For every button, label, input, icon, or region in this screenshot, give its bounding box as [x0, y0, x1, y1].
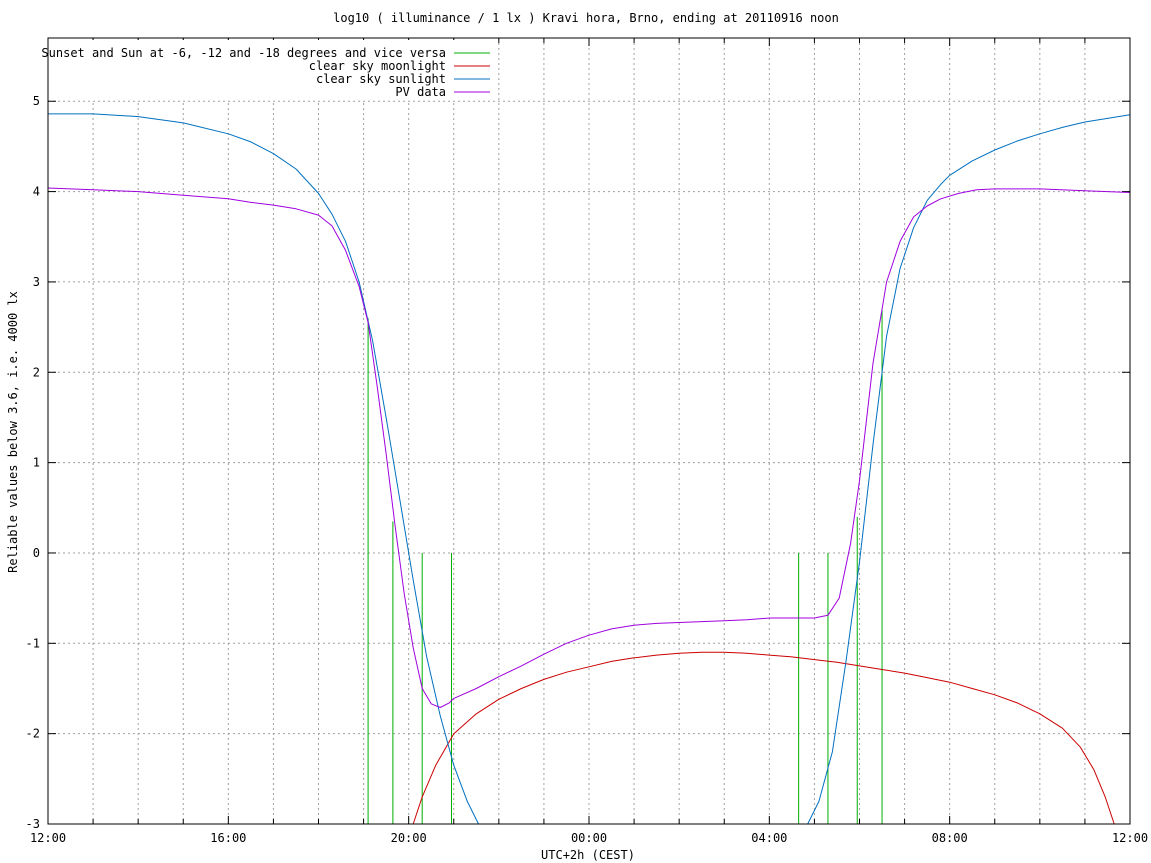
- legend-box: [50, 40, 498, 100]
- y-tick-label: 5: [33, 94, 40, 108]
- grid: [48, 38, 1130, 824]
- legend-label: clear sky sunlight: [316, 72, 446, 86]
- series-2: [412, 651, 1115, 825]
- y-tick-label: 4: [33, 185, 40, 199]
- y-tick-label: -3: [26, 817, 40, 831]
- y-tick-label: -2: [26, 727, 40, 741]
- x-tick-label: 16:00: [210, 831, 246, 845]
- series-layer: [47, 113, 1131, 825]
- plot-frame: [47, 37, 1131, 825]
- series-line: [412, 651, 1115, 825]
- legend-label: clear sky moonlight: [309, 59, 446, 73]
- y-tick-label: 3: [33, 275, 40, 289]
- x-tick-label: 12:00: [30, 831, 66, 845]
- x-tick-label: 08:00: [932, 831, 968, 845]
- series-1: [367, 309, 883, 824]
- y-tick-label: 2: [33, 365, 40, 379]
- y-tick-label: -1: [26, 636, 40, 650]
- y-axis-label: Reliable values below 3.6, i.e. 4000 lx: [6, 291, 20, 573]
- x-tick-label: 00:00: [571, 831, 607, 845]
- series-4: [47, 187, 1131, 708]
- series-line: [47, 187, 1131, 708]
- x-tick-label: 04:00: [751, 831, 787, 845]
- x-tick-label: 12:00: [1112, 831, 1148, 845]
- tick-labels: 12:00 16:00 20:00 00:00 04:00 08:00 12:00-3-2-…: [26, 94, 1149, 845]
- x-axis-label: UTC+2h (CEST): [541, 848, 635, 862]
- chart-title: log10 ( illuminance / 1 lx ) Kravi hora,…: [333, 11, 839, 25]
- legend-label: Sunset and Sun at -6, -12 and -18 degree…: [41, 46, 446, 60]
- y-tick-label: 1: [33, 456, 40, 470]
- legend: Sunset and Sun at -6, -12 and -18 degree…: [41, 46, 490, 99]
- x-tick-label: 20:00: [391, 831, 427, 845]
- y-tick-label: 0: [33, 546, 40, 560]
- axis-ticks: [47, 38, 1131, 825]
- legend-label: PV data: [395, 85, 446, 99]
